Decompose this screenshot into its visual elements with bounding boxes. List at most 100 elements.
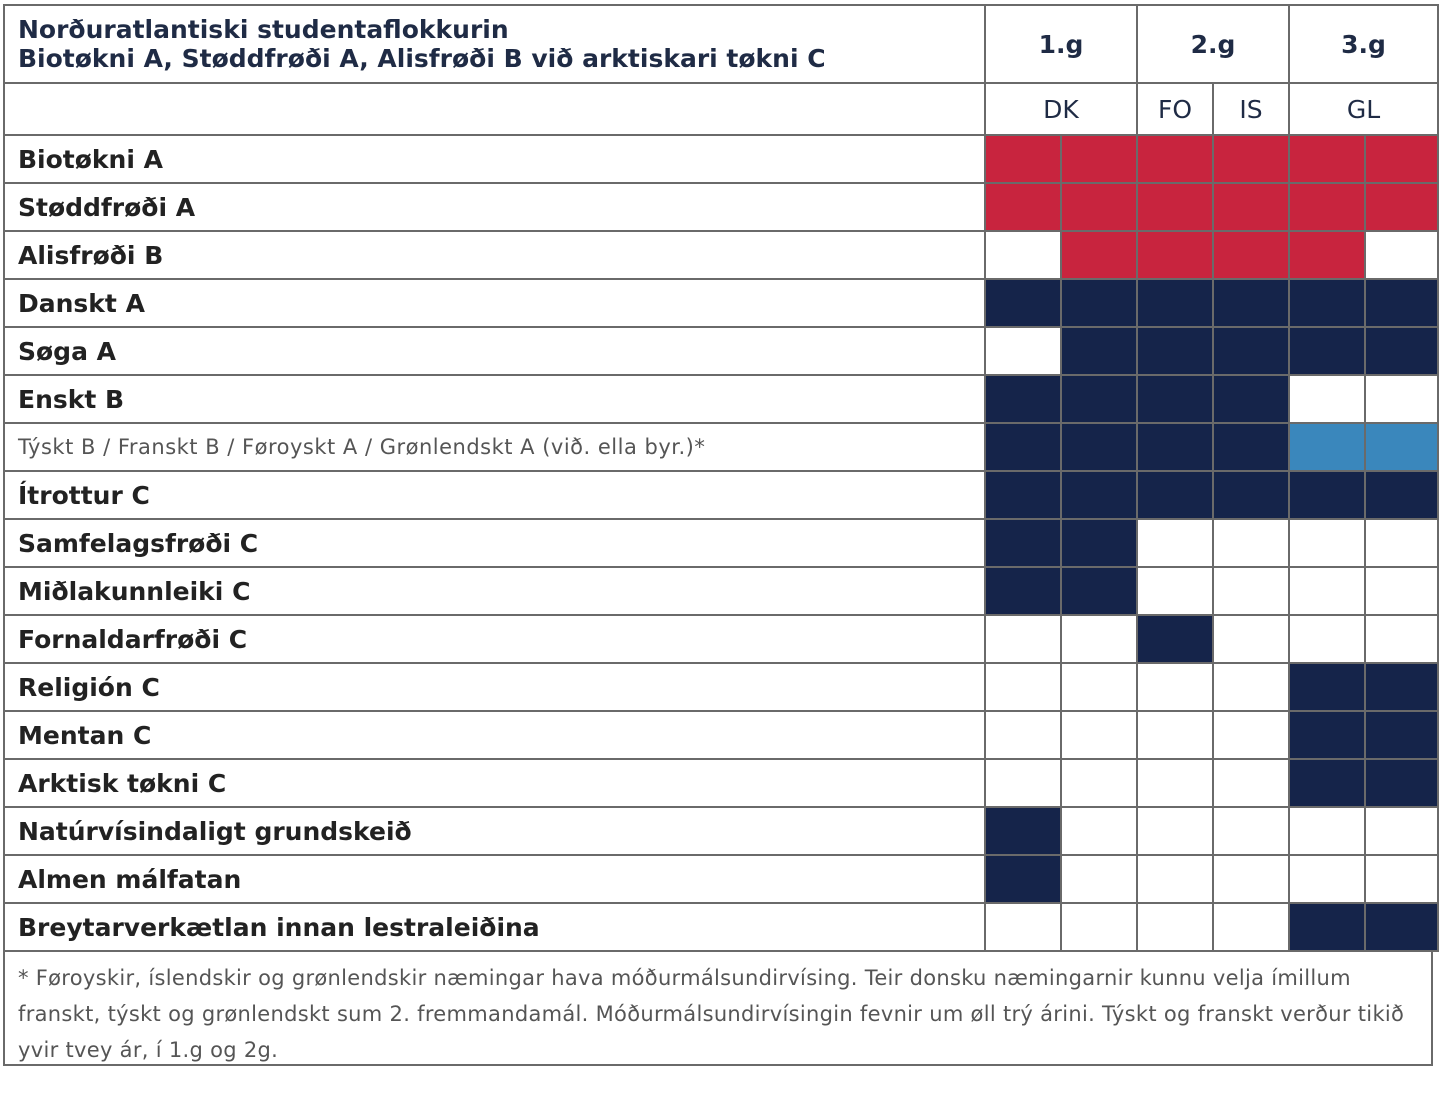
schedule-cell-1g-a xyxy=(984,230,1062,280)
subject-label: Religión C xyxy=(3,662,986,712)
subject-label: Søga A xyxy=(3,326,986,376)
schedule-cell-2g-fo xyxy=(1136,374,1215,424)
year-header-3g: 3.g xyxy=(1288,4,1440,84)
schedule-cell-1g-b xyxy=(1059,374,1139,424)
schedule-cell-2g-fo xyxy=(1136,278,1215,328)
schedule-cell-2g-is xyxy=(1212,230,1291,280)
table-row: Alisfrøði B xyxy=(3,230,1440,280)
schedule-cell-2g-is xyxy=(1212,518,1291,568)
schedule-cell-2g-fo xyxy=(1136,182,1215,232)
schedule-cell-1g-a xyxy=(984,374,1062,424)
country-header-is: IS xyxy=(1212,82,1291,136)
subject-label: Arktisk tøkni C xyxy=(3,758,986,808)
schedule-cell-1g-b xyxy=(1059,470,1139,520)
schedule-cell-2g-is xyxy=(1212,374,1291,424)
schedule-cell-3g-a xyxy=(1288,854,1367,904)
schedule-cell-1g-b xyxy=(1059,278,1139,328)
curriculum-table-container: Norðuratlantiski studentaflokkurin Biotø… xyxy=(3,4,1440,1104)
schedule-cell-3g-a xyxy=(1288,278,1367,328)
schedule-cell-2g-is xyxy=(1212,614,1291,664)
schedule-cell-3g-b xyxy=(1364,758,1440,808)
country-header-fo: FO xyxy=(1136,82,1215,136)
schedule-cell-2g-fo xyxy=(1136,902,1215,952)
subject-rows: Biotøkni A Støddfrøði A Alisfrøði B Danskt … xyxy=(3,134,1440,952)
schedule-cell-3g-b xyxy=(1364,902,1440,952)
schedule-cell-2g-is xyxy=(1212,758,1291,808)
schedule-cell-2g-fo xyxy=(1136,710,1215,760)
schedule-cell-1g-b xyxy=(1059,134,1139,184)
schedule-cell-2g-fo xyxy=(1136,134,1215,184)
schedule-cell-1g-b xyxy=(1059,854,1139,904)
schedule-cell-1g-a xyxy=(984,278,1062,328)
subject-label: Almen málfatan xyxy=(3,854,986,904)
table-row: Biotøkni A xyxy=(3,134,1440,184)
schedule-cell-2g-is xyxy=(1212,422,1291,472)
schedule-cell-1g-a xyxy=(984,710,1062,760)
schedule-cell-3g-a xyxy=(1288,422,1367,472)
title-line-1: Norðuratlantiski studentaflokkurin xyxy=(18,15,509,44)
table-row: Fornaldarfrøði C xyxy=(3,614,1440,664)
schedule-cell-1g-b xyxy=(1059,710,1139,760)
schedule-cell-3g-a xyxy=(1288,566,1367,616)
schedule-cell-2g-fo xyxy=(1136,422,1215,472)
table-row: Religión C xyxy=(3,662,1440,712)
table-row: Danskt A xyxy=(3,278,1440,328)
schedule-cell-3g-b xyxy=(1364,326,1440,376)
schedule-cell-1g-b xyxy=(1059,614,1139,664)
year-header-1g: 1.g xyxy=(983,4,1139,84)
schedule-cell-2g-fo xyxy=(1136,662,1215,712)
schedule-cell-2g-is xyxy=(1212,854,1291,904)
table-row: Mentan C xyxy=(3,710,1440,760)
table-row: Samfelagsfrøði C xyxy=(3,518,1440,568)
schedule-cell-1g-b xyxy=(1059,518,1139,568)
table-row: Enskt B xyxy=(3,374,1440,424)
table-row: Støddfrøði A xyxy=(3,182,1440,232)
schedule-cell-3g-b xyxy=(1364,854,1440,904)
schedule-cell-3g-b xyxy=(1364,422,1440,472)
schedule-cell-3g-b xyxy=(1364,374,1440,424)
schedule-cell-1g-a xyxy=(984,614,1062,664)
subject-label: Ítrottur C xyxy=(3,470,986,520)
schedule-cell-2g-is xyxy=(1212,326,1291,376)
schedule-cell-2g-fo xyxy=(1136,326,1215,376)
schedule-cell-3g-b xyxy=(1364,662,1440,712)
schedule-cell-3g-b xyxy=(1364,518,1440,568)
table-row: Arktisk tøkni C xyxy=(3,758,1440,808)
subject-label: Støddfrøði A xyxy=(3,182,986,232)
schedule-cell-1g-b xyxy=(1059,182,1139,232)
schedule-cell-2g-fo xyxy=(1136,614,1215,664)
schedule-cell-2g-is xyxy=(1212,902,1291,952)
schedule-cell-1g-b xyxy=(1059,902,1139,952)
schedule-cell-3g-a xyxy=(1288,326,1367,376)
schedule-cell-3g-a xyxy=(1288,374,1367,424)
schedule-cell-2g-is xyxy=(1212,566,1291,616)
table-row: Søga A xyxy=(3,326,1440,376)
schedule-cell-2g-fo xyxy=(1136,518,1215,568)
table-row: Breytarverkætlan innan lestraleiðina xyxy=(3,902,1440,952)
schedule-cell-3g-b xyxy=(1364,134,1440,184)
country-header-gl: GL xyxy=(1288,82,1440,136)
schedule-cell-3g-b xyxy=(1364,182,1440,232)
schedule-cell-3g-a xyxy=(1288,134,1367,184)
schedule-cell-3g-b xyxy=(1364,278,1440,328)
schedule-cell-2g-fo xyxy=(1136,758,1215,808)
schedule-cell-3g-b xyxy=(1364,614,1440,664)
schedule-cell-1g-b xyxy=(1059,806,1139,856)
schedule-cell-3g-a xyxy=(1288,614,1367,664)
schedule-cell-1g-a xyxy=(984,134,1062,184)
schedule-cell-1g-b xyxy=(1059,566,1139,616)
schedule-cell-1g-b xyxy=(1059,230,1139,280)
schedule-cell-2g-is xyxy=(1212,806,1291,856)
schedule-cell-1g-a xyxy=(984,662,1062,712)
country-header-dk: DK xyxy=(983,82,1139,136)
country-header-blank xyxy=(3,82,986,136)
schedule-cell-3g-b xyxy=(1364,806,1440,856)
table-row: Almen málfatan xyxy=(3,854,1440,904)
schedule-cell-1g-b xyxy=(1059,662,1139,712)
schedule-cell-1g-a xyxy=(984,902,1062,952)
schedule-cell-3g-a xyxy=(1288,662,1367,712)
schedule-cell-3g-a xyxy=(1288,806,1367,856)
schedule-cell-3g-a xyxy=(1288,470,1367,520)
schedule-cell-1g-a xyxy=(984,422,1062,472)
subject-label: Mentan C xyxy=(3,710,986,760)
